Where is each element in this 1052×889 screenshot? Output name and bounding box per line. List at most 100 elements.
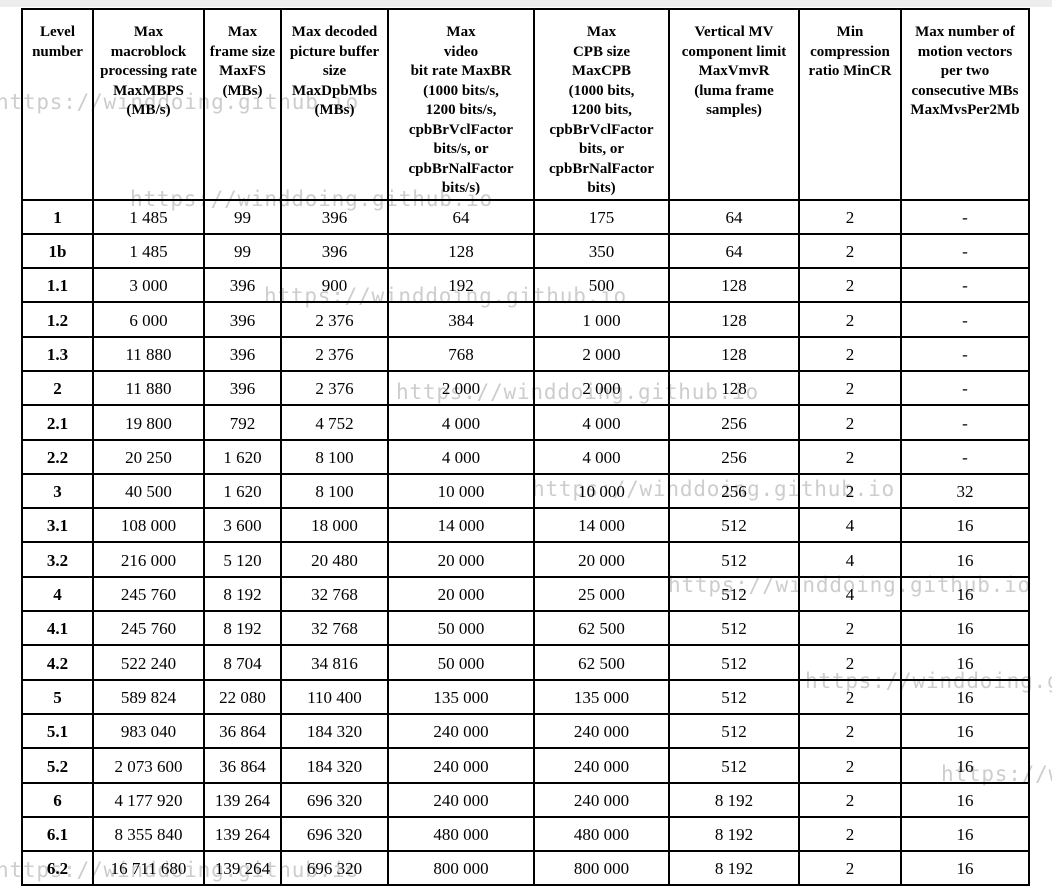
maxmbps-cell: 3 000	[92, 267, 205, 304]
maxmvs-cell: -	[900, 198, 1030, 235]
maxvmvr-cell: 512	[668, 575, 800, 613]
maxfs-cell: 396	[203, 267, 282, 304]
maxmbps-cell: 11 880	[92, 335, 205, 372]
maxmbps-cell: 1 485	[92, 198, 205, 235]
maxbr-cell: 4 000	[387, 438, 535, 475]
level-cell: 6.2	[21, 850, 94, 887]
maxfs-cell: 3 600	[203, 507, 282, 544]
table-row: 5 589 824 22 080 110 400 135 000 135 000 512 2 1…	[21, 678, 1030, 715]
col-header-maxvmvr: Vertical MV component limit MaxVmvR (lum…	[668, 8, 800, 201]
maxvmvr-cell: 256	[668, 438, 800, 475]
maxcpb-cell: 25 000	[533, 575, 670, 613]
table-row: 3.2 216 000 5 120 20 480 20 000 20 000 512 4 16	[21, 541, 1030, 578]
maxbr-cell: 64	[387, 198, 535, 235]
maxdpbmbs-cell: 696 320	[280, 815, 389, 853]
maxvmvr-cell: 8 192	[668, 850, 800, 887]
mincr-cell: 2	[798, 747, 902, 784]
level-cell: 4.1	[21, 610, 94, 647]
maxvmvr-cell: 8 192	[668, 781, 800, 818]
maxfs-cell: 1 620	[203, 472, 282, 510]
maxcpb-cell: 500	[533, 267, 670, 304]
maxcpb-cell: 175	[533, 198, 670, 235]
col-header-maxdpbmbs: Max decoded picture buffer size MaxDpbMb…	[280, 8, 389, 201]
maxcpb-cell: 4 000	[533, 404, 670, 441]
page-top-edge	[0, 0, 1052, 7]
level-cell: 2.2	[21, 438, 94, 475]
maxdpbmbs-cell: 696 320	[280, 850, 389, 887]
maxfs-cell: 139 264	[203, 850, 282, 887]
col-header-maxfs: Max frame size MaxFS (MBs)	[203, 8, 282, 201]
maxvmvr-cell: 256	[668, 404, 800, 441]
maxbr-cell: 14 000	[387, 507, 535, 544]
mincr-cell: 2	[798, 850, 902, 887]
maxmbps-cell: 108 000	[92, 507, 205, 544]
maxmbps-cell: 6 000	[92, 301, 205, 338]
maxvmvr-cell: 512	[668, 712, 800, 750]
maxbr-cell: 240 000	[387, 747, 535, 784]
maxfs-cell: 396	[203, 369, 282, 407]
mincr-cell: 4	[798, 507, 902, 544]
maxfs-cell: 8 192	[203, 610, 282, 647]
mincr-cell: 2	[798, 472, 902, 510]
maxdpbmbs-cell: 184 320	[280, 747, 389, 784]
table-row: 2.2 20 250 1 620 8 100 4 000 4 000 256 2-	[21, 438, 1030, 475]
maxbr-cell: 240 000	[387, 712, 535, 750]
maxcpb-cell: 135 000	[533, 678, 670, 715]
level-cell: 2.1	[21, 404, 94, 441]
maxmvs-cell: 16	[900, 815, 1030, 853]
maxmbps-cell: 589 824	[92, 678, 205, 715]
maxbr-cell: 240 000	[387, 781, 535, 818]
mincr-cell: 2	[798, 712, 902, 750]
maxvmvr-cell: 512	[668, 610, 800, 647]
col-header-maxmbps: Max macroblock processing rate MaxMBPS (…	[92, 8, 205, 201]
mincr-cell: 2	[798, 369, 902, 407]
mincr-cell: 2	[798, 644, 902, 681]
maxmvs-cell: 16	[900, 747, 1030, 784]
col-header-mincr: Min compression ratio MinCR	[798, 8, 902, 201]
maxdpbmbs-cell: 184 320	[280, 712, 389, 750]
maxvmvr-cell: 8 192	[668, 815, 800, 853]
maxcpb-cell: 4 000	[533, 438, 670, 475]
level-cell: 5	[21, 678, 94, 715]
table-row: 5.2 2 073 600 36 864 184 320 240 000 240 000 5…	[21, 747, 1030, 784]
maxdpbmbs-cell: 8 100	[280, 472, 389, 510]
mincr-cell: 2	[798, 781, 902, 818]
maxmbps-cell: 983 040	[92, 712, 205, 750]
maxmbps-cell: 16 711 680	[92, 850, 205, 887]
maxbr-cell: 135 000	[387, 678, 535, 715]
maxcpb-cell: 20 000	[533, 541, 670, 578]
maxvmvr-cell: 512	[668, 644, 800, 681]
maxcpb-cell: 2 000	[533, 369, 670, 407]
maxcpb-cell: 240 000	[533, 712, 670, 750]
maxfs-cell: 396	[203, 301, 282, 338]
maxmbps-cell: 11 880	[92, 369, 205, 407]
maxvmvr-cell: 128	[668, 369, 800, 407]
col-header-maxcpb: Max CPB size MaxCPB (1000 bits, 1200 bit…	[533, 8, 670, 201]
maxdpbmbs-cell: 34 816	[280, 644, 389, 681]
maxmbps-cell: 245 760	[92, 575, 205, 613]
maxmvs-cell: -	[900, 335, 1030, 372]
maxcpb-cell: 1 000	[533, 301, 670, 338]
maxdpbmbs-cell: 2 376	[280, 369, 389, 407]
maxfs-cell: 139 264	[203, 781, 282, 818]
maxbr-cell: 2 000	[387, 369, 535, 407]
maxmvs-cell: -	[900, 301, 1030, 338]
maxcpb-cell: 10 000	[533, 472, 670, 510]
maxcpb-cell: 2 000	[533, 335, 670, 372]
maxbr-cell: 800 000	[387, 850, 535, 887]
level-cell: 3	[21, 472, 94, 510]
maxdpbmbs-cell: 32 768	[280, 575, 389, 613]
level-cell: 1.1	[21, 267, 94, 304]
header-row: Level number Max macroblock processing r…	[21, 8, 1030, 201]
maxfs-cell: 22 080	[203, 678, 282, 715]
levels-table: Level number Max macroblock processing r…	[21, 8, 1030, 887]
maxvmvr-cell: 512	[668, 541, 800, 578]
maxcpb-cell: 14 000	[533, 507, 670, 544]
maxcpb-cell: 240 000	[533, 781, 670, 818]
col-header-level-number: Level number	[21, 8, 94, 201]
maxdpbmbs-cell: 900	[280, 267, 389, 304]
maxbr-cell: 50 000	[387, 610, 535, 647]
table-header: Level number Max macroblock processing r…	[21, 8, 1030, 201]
table-row: 1.1 3 000 396 900 192 500 128 2-	[21, 267, 1030, 304]
table-row: 3 40 500 1 620 8 100 10 000 10 000 256 2 32	[21, 472, 1030, 510]
